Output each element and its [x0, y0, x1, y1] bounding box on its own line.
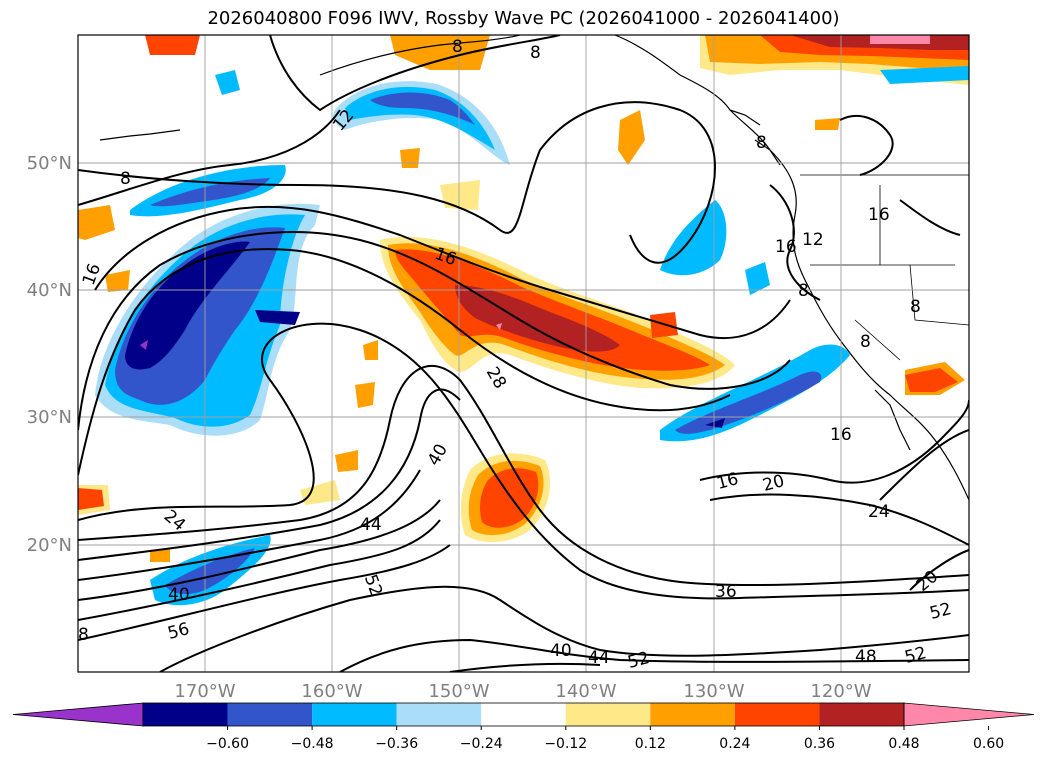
map-title: 2026040800 F096 IWV, Rossby Wave PC (202… [207, 8, 840, 29]
colorbar-segment [819, 703, 904, 726]
map-frame [77, 34, 970, 673]
contour-label: 8 [756, 133, 767, 153]
contour-label: 8 [910, 297, 921, 317]
colorbar-tick-label: 0.48 [888, 736, 919, 752]
lon-label: 120°W [810, 681, 871, 702]
contour-label: 48 [855, 647, 877, 667]
lon-label: 130°W [683, 681, 744, 702]
contour-label: 36 [715, 582, 737, 602]
contour-label: 8 [120, 169, 131, 189]
contour-label: 44 [588, 648, 610, 668]
colorbar-segment [143, 703, 228, 726]
colorbar-segment [734, 703, 820, 726]
contour-label: 8 [452, 37, 463, 57]
colorbar-segment [650, 703, 735, 726]
contour-label: 8 [860, 332, 871, 352]
contour-label: 24 [868, 502, 890, 522]
latitude-labels: 50°N 40°N 30°N 20°N [27, 153, 72, 556]
colorbar-segment [481, 703, 566, 726]
contour-label: 12 [802, 230, 824, 250]
longitude-labels: 170°W 160°W 150°W 140°W 130°W 120°W [174, 681, 871, 702]
anomaly-shading [78, 35, 969, 606]
colorbar-extend-low [12, 702, 144, 727]
contour-label: 40 [550, 641, 572, 661]
contour-label: 52 [626, 648, 652, 673]
contour-label: 16 [868, 205, 890, 225]
colorbar-tick-label: −0.12 [544, 736, 587, 752]
lon-label: 150°W [428, 681, 489, 702]
contour-label: 8 [798, 281, 809, 301]
colorbar-tick-label: 0.24 [719, 736, 750, 752]
map-area: 8 8 12 8 16 16 28 40 24 44 52 40 56 8 36… [78, 35, 969, 673]
contour-label: 8 [78, 625, 89, 645]
colorbar-segment [312, 703, 397, 726]
lon-label: 160°W [301, 681, 362, 702]
colorbar-tick-label: 0.12 [635, 736, 666, 752]
colorbar-tick-label: −0.60 [206, 736, 249, 752]
lon-label: 140°W [555, 681, 616, 702]
borders [800, 174, 969, 361]
colorbar-tick-label: −0.48 [291, 736, 334, 752]
colorbar-tick-label: 0.36 [804, 736, 835, 752]
colorbar: −0.60 −0.48 −0.36 −0.24 −0.12 0.12 0.24 0.36 0.4… [12, 702, 1035, 752]
colorbar-segment [565, 703, 651, 726]
colorbar-segment [396, 703, 482, 726]
colorbar-extend-high [903, 702, 1035, 727]
lon-label: 170°W [174, 681, 235, 702]
colorbar-tick-label: −0.24 [460, 736, 503, 752]
contour-label: 8 [530, 43, 541, 63]
lat-label: 40°N [27, 280, 72, 301]
lat-label: 30°N [27, 407, 72, 428]
colorbar-frame [142, 702, 905, 727]
iwv-contours [78, 35, 969, 672]
lat-label: 50°N [27, 153, 72, 174]
contour-label: 16 [830, 425, 852, 445]
lat-label: 20°N [27, 535, 72, 556]
contour-label: 16 [775, 237, 797, 257]
colorbar-segment [227, 703, 313, 726]
contour-label: 40 [168, 585, 190, 605]
colorbar-tick-label: −0.36 [375, 736, 418, 752]
colorbar-tick-label: 0.60 [973, 736, 1004, 752]
contour-label: 44 [360, 515, 382, 535]
